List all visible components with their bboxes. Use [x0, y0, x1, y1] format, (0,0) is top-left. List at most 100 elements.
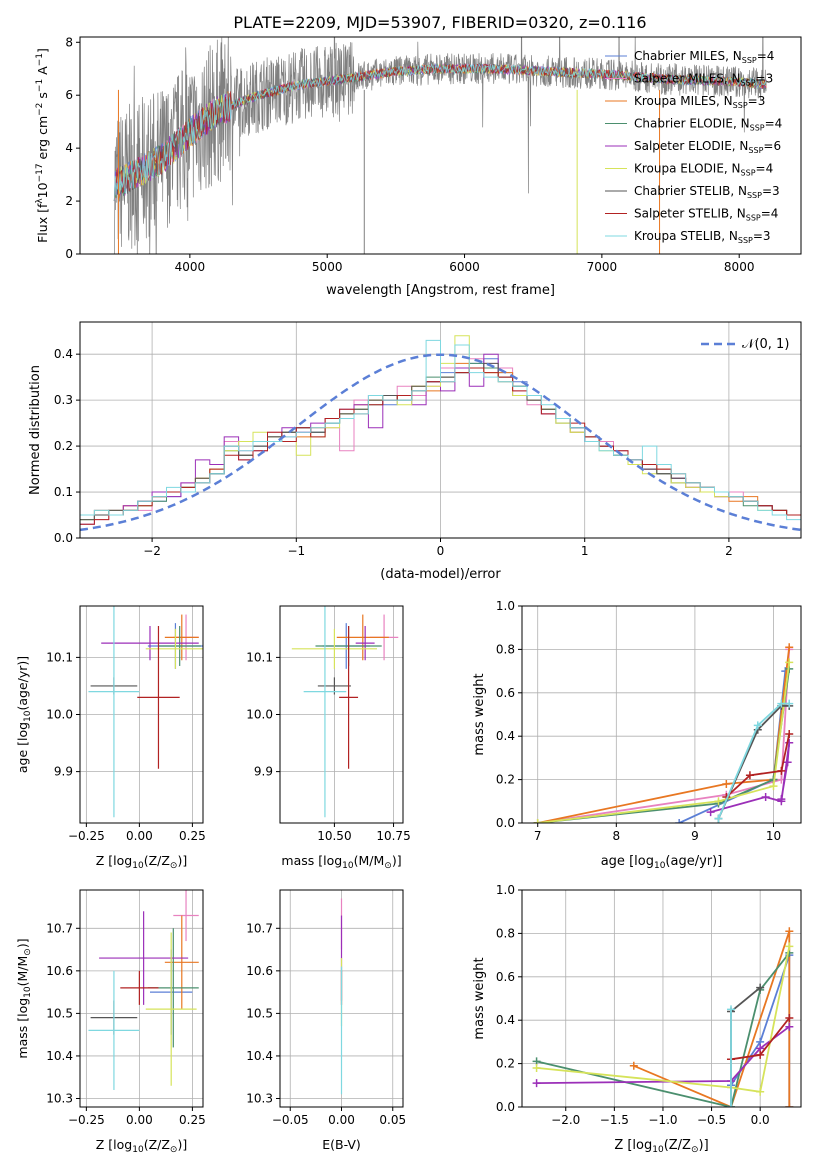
legend-label-sub: SSP [738, 236, 753, 245]
plot-area-spectrum [113, 37, 767, 254]
mass-weight-line [536, 952, 791, 1107]
mass-weight-marker [785, 1103, 794, 1107]
model-fit-line [113, 63, 767, 202]
x-axis-label-part: mass [log [281, 853, 342, 868]
axes-frame [521, 605, 802, 824]
legend-label-suffix: =3 [753, 229, 771, 243]
y-axis-label: age [log10(age/yr)] [15, 656, 33, 773]
mass-weight-marker [756, 1087, 765, 1096]
y-tick-label: 10.4 [246, 1049, 273, 1063]
legend-label: Kroupa ELODIE, NSSP=4 [634, 162, 773, 178]
x-tick-label: −0.25 [68, 1113, 105, 1127]
mass-weight-marker [785, 730, 794, 739]
y-tick-label: 0.2 [54, 439, 73, 453]
y-tick-label: 10.4 [46, 1049, 73, 1063]
mass-weight-marker [785, 699, 794, 708]
y-axis-label-part: )] [15, 938, 30, 948]
x-tick-label: −0.5 [697, 1113, 726, 1127]
y-axis-label-part: −1 [35, 53, 45, 66]
legend-label: Salpeter STELIB, NSSP=4 [634, 207, 778, 223]
x-axis-label: Z [log10(Z/Z⊙)] [614, 1138, 708, 1155]
x-tick-label: 9 [691, 829, 699, 843]
mass-weight-line [537, 662, 791, 823]
x-axis-label-part: ⊙ [170, 861, 178, 871]
y-axis-label-part: −2 [35, 103, 45, 116]
figure-title: PLATE=2209, MJD=53907, FIBERID=0320, z=0… [233, 13, 646, 32]
x-axis-label-part: Z [log [96, 853, 132, 868]
mass-weight-marker [785, 942, 794, 951]
mass-weight-marker [777, 699, 786, 708]
y-tick-label: 10.0 [46, 708, 73, 722]
x-tick-label: −0.25 [68, 829, 105, 843]
y-tick-label: 10.7 [46, 921, 73, 935]
x-tick-label: 1 [581, 544, 589, 558]
mass-weight-marker [533, 819, 542, 823]
mass-weight-marker [785, 643, 794, 652]
mass-weight-marker [727, 1005, 736, 1014]
x-axis-label-part: (Z/Z [664, 1138, 691, 1153]
y-axis-label-part: (age/yr)] [15, 656, 30, 711]
x-axis-label-part: ⊙ [170, 1145, 178, 1155]
y-tick-label: 1.0 [496, 599, 515, 613]
y-axis-label-part: A [35, 66, 50, 79]
x-axis-label-part: ⊙ [384, 861, 392, 871]
legend-label-suffix: =3 [762, 184, 780, 198]
y-tick-label: 0.6 [496, 970, 515, 984]
x-tick-label: 10.75 [376, 829, 410, 843]
histogram-step-line [80, 339, 801, 521]
legend-label: Kroupa MILES, NSSP=3 [634, 94, 765, 110]
y-tick-label: 10.3 [46, 1091, 73, 1105]
plot-area-mass-weight-vs-age [533, 643, 794, 823]
model-fit-line [113, 63, 767, 202]
x-axis-label: age [log10(age/yr)] [601, 854, 723, 871]
legend-label: Chabrier STELIB, NSSP=3 [634, 184, 780, 200]
y-tick-label: 0.0 [54, 531, 73, 545]
x-axis-label-part: )] [699, 1138, 709, 1153]
legend-label-sub: SSP [741, 79, 756, 88]
legend-label-text: Kroupa ELODIE, N [634, 162, 741, 176]
y-tick-label: 4 [65, 141, 73, 155]
mass-weight-marker [532, 1063, 541, 1072]
y-tick-label: 0.2 [496, 1057, 515, 1071]
legend-label-text: Salpeter ELODIE, N [634, 139, 748, 153]
plot-area-residuals [80, 335, 801, 532]
y-axis-label-part: −17 [35, 163, 45, 182]
x-tick-label: 8 [612, 829, 620, 843]
legend-label-text: Chabrier STELIB, N [634, 184, 747, 198]
y-axis-label-part: erg cm [35, 116, 50, 164]
x-tick-label: 4000 [175, 260, 206, 274]
x-axis-label-part: (M/M [354, 853, 385, 868]
mass-weight-marker [675, 819, 684, 823]
y-tick-label: 0.8 [496, 926, 515, 940]
mass-weight-marker [727, 1103, 736, 1107]
y-axis-label-part: λ [35, 198, 45, 204]
x-tick-label: 5000 [312, 260, 343, 274]
y-axis-label-part: (M/M [15, 956, 30, 987]
y-tick-label: 0.3 [54, 393, 73, 407]
y-tick-label: 0.0 [496, 816, 515, 830]
y-tick-label: 10.3 [246, 1091, 273, 1105]
y-tick-label: 0.4 [496, 1013, 515, 1027]
y-axis-label: mass weight [472, 957, 487, 1039]
x-tick-label: 0.0 [751, 1113, 770, 1127]
mass-weight-marker [629, 1061, 638, 1070]
x-axis-label-part: ⊙ [691, 1145, 699, 1155]
y-tick-label: 0.6 [496, 686, 515, 700]
y-tick-label: 6 [65, 88, 73, 102]
legend-label-suffix: =6 [763, 139, 781, 153]
x-tick-label: 0.25 [179, 1113, 206, 1127]
mass-weight-marker [714, 797, 723, 806]
y-tick-label: 9.9 [54, 765, 73, 779]
x-axis-label: E(B-V) [322, 1137, 361, 1152]
panel-mass-weight-vs-Z: −2.0 −1.5 −1.0 −0.5 0.0 0.0 0.2 0.4 0.6 0.8 1.0 Z [… [472, 883, 802, 1155]
plot-area-age-vs-mass [291, 606, 399, 818]
x-axis-label-part: (age/yr)] [665, 854, 722, 869]
x-tick-label: −2 [143, 544, 161, 558]
x-axis-label-part: )] [177, 1137, 187, 1152]
panel-age-vs-Z: −0.25 0.00 0.259.910.010.1Z [log10(Z/Z⊙)]a… [15, 605, 206, 871]
x-axis-label-part: )] [392, 853, 402, 868]
axes-frame [521, 889, 802, 1108]
x-tick-label: 0.05 [379, 1113, 406, 1127]
y-tick-label: 10.1 [246, 650, 273, 664]
